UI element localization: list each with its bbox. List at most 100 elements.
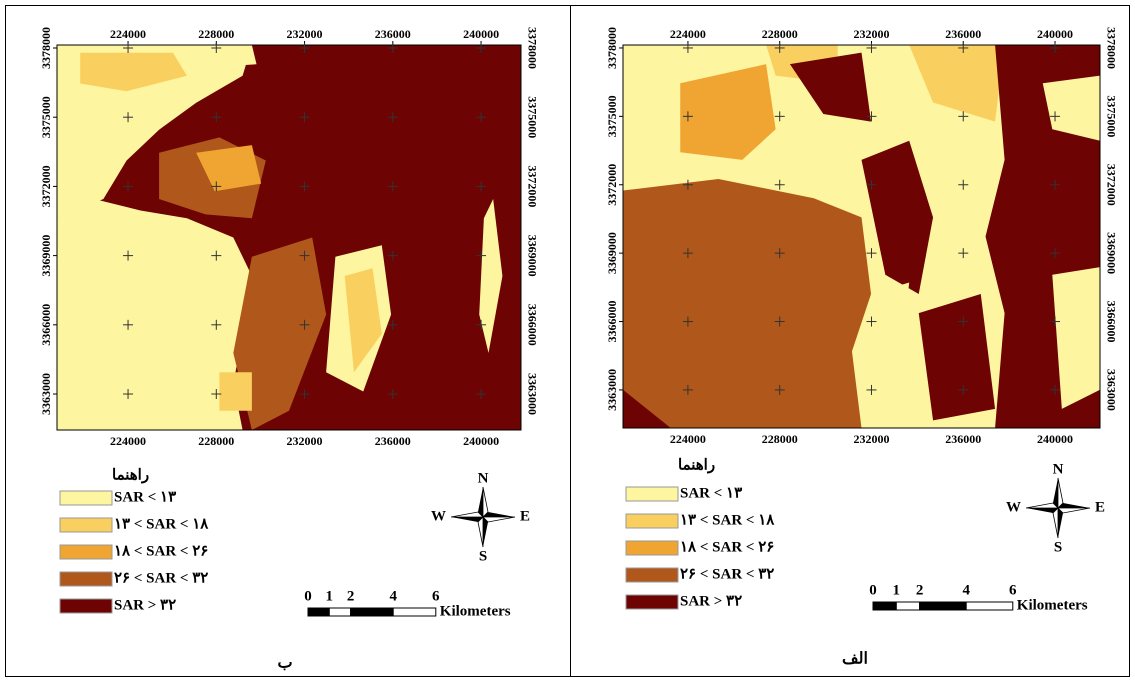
x-tick-label: 228000 bbox=[198, 27, 234, 41]
map-frame bbox=[622, 44, 1101, 429]
compass-e: E bbox=[1095, 499, 1105, 515]
scale-segment bbox=[307, 607, 330, 617]
x-tick-label: 232000 bbox=[287, 27, 323, 41]
legend-label: SAR < ۱۳ bbox=[114, 489, 176, 505]
class-area bbox=[344, 268, 382, 373]
y-tick-label: 3372000 bbox=[1104, 164, 1118, 206]
scale-segment bbox=[328, 607, 352, 617]
scale-label: 0 bbox=[304, 588, 312, 604]
legend-title: راهنما bbox=[678, 457, 715, 473]
y-tick-label: 3378000 bbox=[525, 27, 539, 69]
y-tick-label: 3369000 bbox=[39, 235, 53, 277]
y-tick-label: 3366000 bbox=[525, 304, 539, 346]
y-tick-label: 3363000 bbox=[1104, 369, 1118, 411]
legend-swatch bbox=[59, 598, 113, 614]
class-area bbox=[909, 45, 1005, 122]
x-tick-label: 236000 bbox=[945, 27, 981, 41]
class-area bbox=[57, 199, 252, 430]
panel-caption: ب bbox=[277, 655, 292, 672]
class-area bbox=[918, 293, 996, 421]
legend-label: SAR > ۳۲ bbox=[680, 593, 742, 609]
x-tick-label: 224000 bbox=[110, 434, 146, 448]
scale-segment bbox=[895, 601, 921, 611]
x-tick-label: 240000 bbox=[1037, 27, 1073, 41]
x-tick-label: 228000 bbox=[198, 434, 234, 448]
class-area bbox=[1052, 267, 1100, 409]
scale-unit: Kilometers bbox=[440, 603, 511, 619]
legend-swatch bbox=[59, 544, 113, 560]
class-area bbox=[186, 45, 257, 69]
x-tick-label: 240000 bbox=[1037, 432, 1073, 446]
class-area bbox=[479, 199, 503, 353]
map-raster bbox=[623, 45, 1100, 428]
x-tick-label: 240000 bbox=[463, 434, 499, 448]
scale-segment bbox=[965, 601, 1014, 611]
legend-swatch bbox=[625, 567, 679, 583]
y-tick-label: 3378000 bbox=[1104, 27, 1118, 69]
x-tick-label: 232000 bbox=[853, 27, 889, 41]
y-tick-label: 3375000 bbox=[39, 96, 53, 138]
legend-label: SAR < ۱۳ bbox=[680, 485, 742, 501]
compass-s: S bbox=[1054, 539, 1062, 555]
compass-rose bbox=[1025, 477, 1091, 539]
y-tick-label: 3375000 bbox=[605, 95, 619, 137]
legend-swatch bbox=[625, 513, 679, 529]
y-tick-label: 3375000 bbox=[1104, 95, 1118, 137]
y-tick-label: 3366000 bbox=[39, 304, 53, 346]
y-tick-label: 3369000 bbox=[525, 235, 539, 277]
class-area bbox=[1042, 75, 1100, 141]
panel: 224000 224000 228000 228000 232000 232000 2360… bbox=[605, 27, 1119, 668]
legend-swatch bbox=[59, 517, 113, 533]
y-tick-label: 3372000 bbox=[605, 164, 619, 206]
class-area bbox=[623, 179, 872, 428]
frame bbox=[5, 5, 1130, 677]
map-frame bbox=[56, 44, 522, 431]
x-tick-label: 236000 bbox=[945, 432, 981, 446]
class-area bbox=[57, 45, 252, 219]
y-tick-label: 3363000 bbox=[525, 373, 539, 415]
compass-w: W bbox=[431, 508, 446, 524]
legend-swatch bbox=[625, 594, 679, 610]
y-tick-label: 3366000 bbox=[1104, 301, 1118, 343]
scale-label: 6 bbox=[432, 588, 440, 604]
legend-label: ۲۶ < SAR < ۳۲ bbox=[114, 570, 208, 586]
scale-unit: Kilometers bbox=[1017, 597, 1088, 613]
class-area bbox=[680, 64, 776, 160]
x-tick-label: 236000 bbox=[375, 27, 411, 41]
y-tick-label: 3369000 bbox=[1104, 232, 1118, 274]
x-tick-label: 228000 bbox=[762, 432, 798, 446]
compass-w: W bbox=[1006, 499, 1021, 515]
panel: 224000 224000 228000 228000 232000 232000 2360… bbox=[39, 27, 540, 672]
x-tick-label: 232000 bbox=[287, 434, 323, 448]
scale-segment bbox=[392, 607, 437, 617]
legend-swatch bbox=[625, 486, 679, 502]
x-tick-label: 224000 bbox=[670, 27, 706, 41]
scale-label: 2 bbox=[347, 588, 355, 604]
class-area bbox=[871, 282, 910, 383]
legend-label: ۱۳ < SAR < ۱۸ bbox=[680, 512, 775, 528]
class-area bbox=[623, 389, 671, 428]
scale-label: 1 bbox=[893, 582, 901, 598]
scale-label: 1 bbox=[326, 588, 334, 604]
legend-label: ۱۸ < SAR < ۲۶ bbox=[680, 539, 774, 555]
legend-swatch bbox=[625, 540, 679, 556]
y-tick-label: 3369000 bbox=[605, 232, 619, 274]
x-tick-label: 232000 bbox=[853, 432, 889, 446]
legend-swatch bbox=[59, 490, 113, 506]
y-tick-label: 3363000 bbox=[39, 373, 53, 415]
class-area bbox=[861, 140, 934, 294]
legend-label: SAR > ۳۲ bbox=[114, 597, 176, 613]
class-area bbox=[219, 372, 252, 411]
y-tick-label: 3372000 bbox=[39, 165, 53, 207]
y-tick-label: 3375000 bbox=[525, 96, 539, 138]
class-area bbox=[80, 52, 187, 92]
scale-segment bbox=[350, 607, 394, 617]
y-tick-label: 3378000 bbox=[605, 27, 619, 69]
scale-segment bbox=[872, 601, 897, 611]
x-tick-label: 236000 bbox=[375, 434, 411, 448]
y-tick-label: 3378000 bbox=[39, 27, 53, 69]
class-area bbox=[789, 52, 872, 122]
compass-rose bbox=[450, 486, 516, 548]
class-area bbox=[196, 145, 262, 192]
legend-swatch bbox=[59, 571, 113, 587]
